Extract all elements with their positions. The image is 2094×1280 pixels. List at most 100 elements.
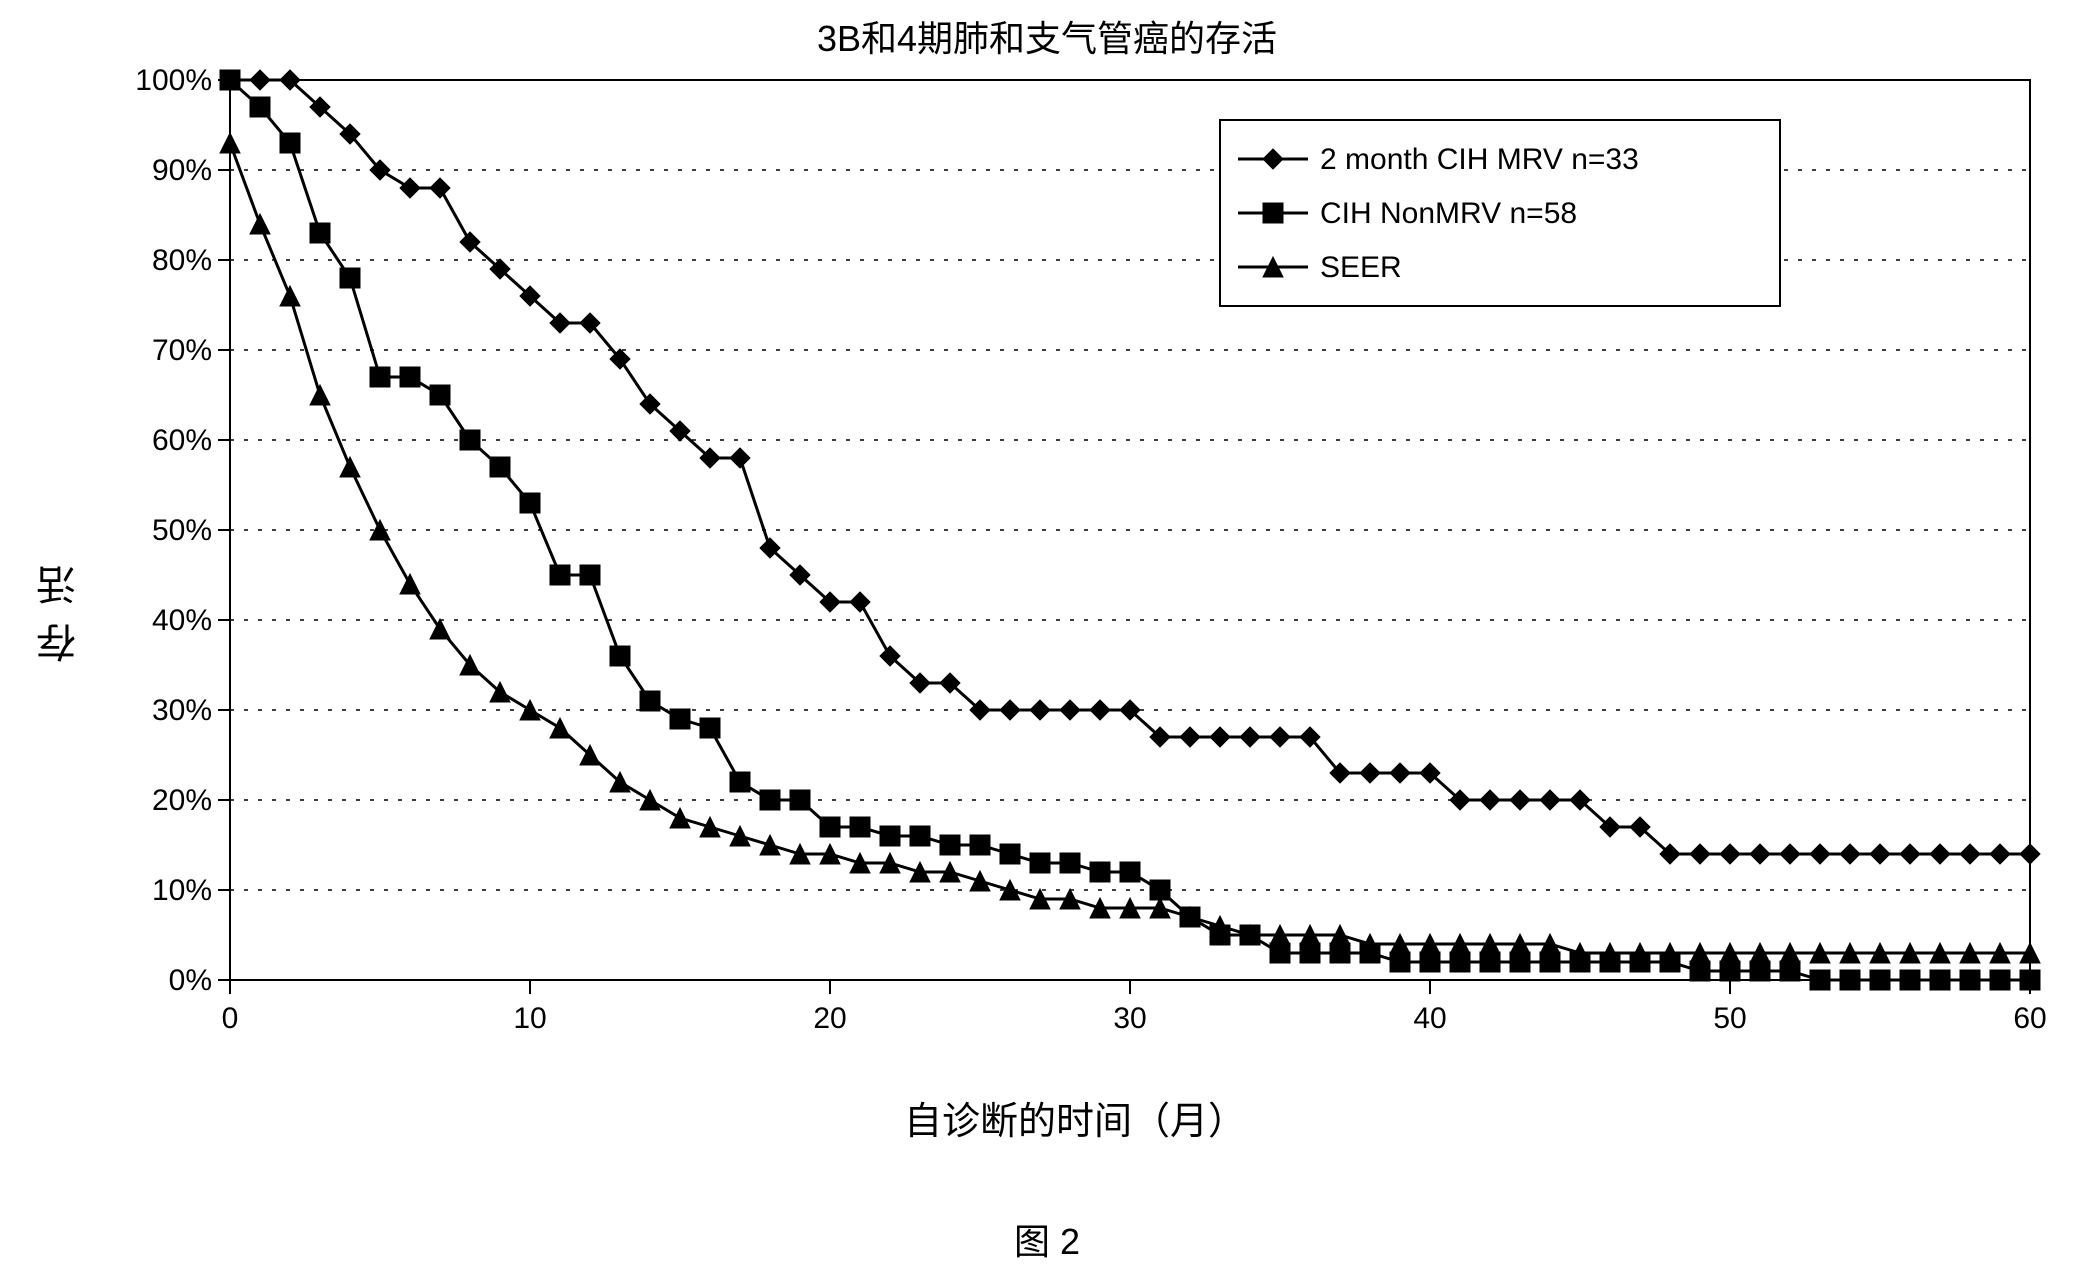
series-marker	[910, 826, 930, 846]
chart-title: 3B和4期肺和支气管癌的存活	[0, 10, 2094, 62]
series-marker	[340, 268, 360, 288]
series-marker	[1270, 943, 1290, 963]
series-marker	[1840, 970, 1860, 990]
series-marker	[1090, 862, 1110, 882]
series-marker	[1510, 790, 1530, 810]
series-marker	[730, 772, 750, 792]
series-marker	[310, 223, 330, 243]
legend-label: SEER	[1320, 251, 1402, 284]
series-marker	[610, 646, 630, 666]
series-marker	[1330, 943, 1350, 963]
series-marker	[460, 430, 480, 450]
series-marker	[850, 592, 870, 612]
series-marker	[1750, 961, 1770, 981]
series-marker	[1240, 727, 1260, 747]
series-marker	[1300, 943, 1320, 963]
series-marker	[1270, 727, 1290, 747]
series-marker	[1390, 952, 1410, 972]
series-marker	[1060, 853, 1080, 873]
series-marker	[1930, 970, 1950, 990]
series-marker	[1390, 763, 1410, 783]
series-marker	[1420, 952, 1440, 972]
series-marker	[1210, 727, 1230, 747]
series-marker	[2020, 844, 2040, 864]
series-marker	[520, 493, 540, 513]
series-marker	[1960, 844, 1980, 864]
series-marker	[730, 826, 750, 846]
y-tick-label: 40%	[152, 604, 212, 637]
series-marker	[220, 133, 240, 153]
series-marker	[880, 826, 900, 846]
x-tick-label: 0	[222, 1002, 239, 1035]
series-marker	[1060, 700, 1080, 720]
series-marker	[250, 97, 270, 117]
series-marker	[1720, 844, 1740, 864]
y-tick-label: 50%	[152, 514, 212, 547]
series-marker	[1870, 844, 1890, 864]
series-marker	[1990, 844, 2010, 864]
series-marker	[670, 709, 690, 729]
series-marker	[730, 448, 750, 468]
series-marker	[550, 565, 570, 585]
series-marker	[1120, 862, 1140, 882]
series-marker	[220, 70, 240, 90]
series-marker	[1180, 727, 1200, 747]
x-tick-label: 50	[1713, 1002, 1746, 1035]
chart-svg: 0%10%20%30%40%50%60%70%80%90%100%0102030…	[100, 60, 2050, 1060]
y-tick-label: 80%	[152, 244, 212, 277]
series-marker	[1990, 970, 2010, 990]
series-marker	[430, 385, 450, 405]
series-marker	[1720, 961, 1740, 981]
series-marker	[520, 700, 540, 720]
series-marker	[370, 367, 390, 387]
series-marker	[1780, 844, 1800, 864]
series-marker	[550, 718, 570, 738]
y-tick-label: 0%	[169, 964, 212, 997]
series-marker	[1840, 844, 1860, 864]
y-tick-label: 20%	[152, 784, 212, 817]
series-marker	[430, 619, 450, 639]
y-tick-label: 90%	[152, 154, 212, 187]
series-marker	[970, 871, 990, 891]
series-marker	[790, 790, 810, 810]
x-tick-label: 60	[2013, 1002, 2046, 1035]
series-marker	[280, 286, 300, 306]
series-marker	[1540, 952, 1560, 972]
y-tick-label: 60%	[152, 424, 212, 457]
series-marker	[310, 385, 330, 405]
legend-label: CIH NonMRV n=58	[1320, 197, 1577, 230]
series-marker	[1450, 952, 1470, 972]
series-marker	[700, 718, 720, 738]
series-marker	[1930, 844, 1950, 864]
x-tick-label: 40	[1413, 1002, 1446, 1035]
series-marker	[250, 70, 270, 90]
y-tick-label: 10%	[152, 874, 212, 907]
series-marker	[1780, 961, 1800, 981]
series-marker	[400, 178, 420, 198]
series-marker	[580, 565, 600, 585]
series-marker	[1900, 970, 1920, 990]
y-axis-label: 存活	[30, 60, 90, 1150]
series-marker	[490, 457, 510, 477]
x-tick-label: 20	[813, 1002, 846, 1035]
series-marker	[850, 817, 870, 837]
series-marker	[400, 367, 420, 387]
series-marker	[700, 817, 720, 837]
series-marker	[1810, 970, 1830, 990]
series-marker	[1870, 970, 1890, 990]
x-tick-label: 10	[513, 1002, 546, 1035]
series-marker	[1030, 700, 1050, 720]
series-marker	[820, 817, 840, 837]
series-marker	[1480, 952, 1500, 972]
chart-container: 存活 0%10%20%30%40%50%60%70%80%90%100%0102…	[30, 60, 2064, 1150]
y-tick-label: 70%	[152, 334, 212, 367]
series-marker	[1480, 790, 1500, 810]
series-marker	[1510, 952, 1530, 972]
series-marker	[640, 691, 660, 711]
series-marker	[250, 214, 270, 234]
series-marker	[340, 457, 360, 477]
series-marker	[1810, 844, 1830, 864]
series-marker	[1000, 844, 1020, 864]
series-marker	[970, 835, 990, 855]
series-marker	[1090, 700, 1110, 720]
